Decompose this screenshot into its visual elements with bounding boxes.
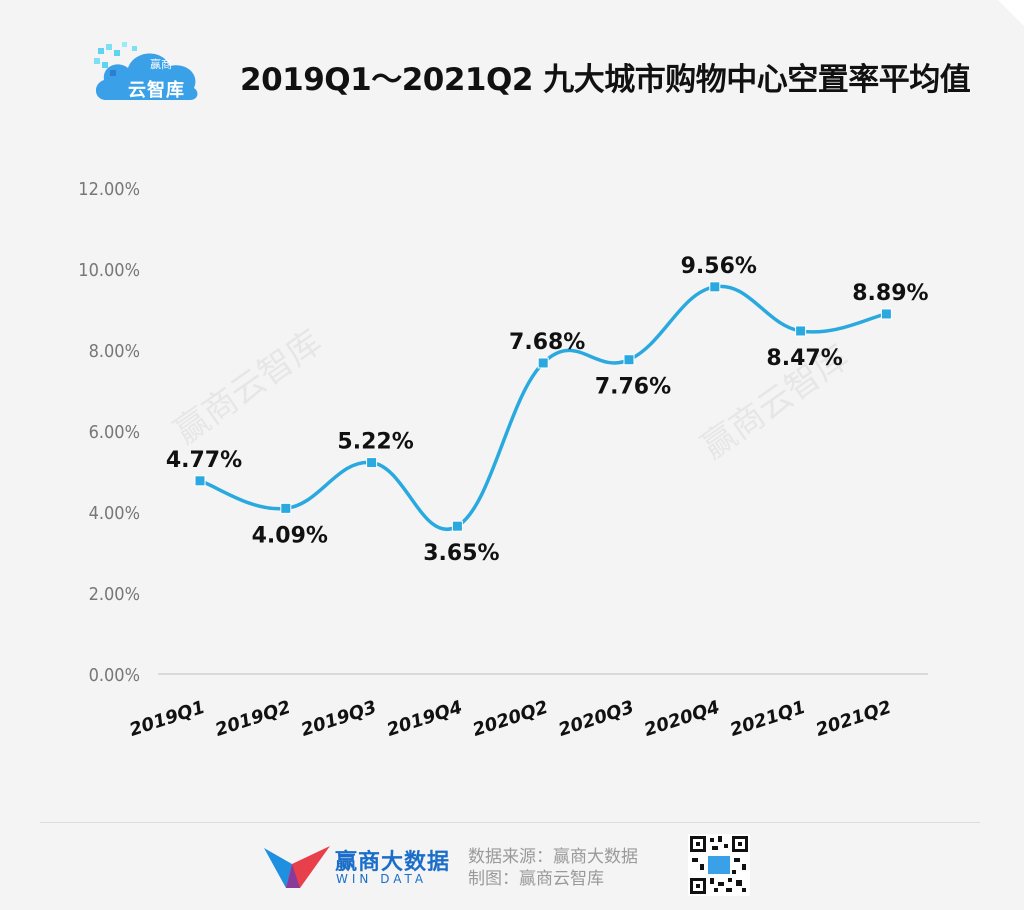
data-label: 5.22% xyxy=(337,430,413,455)
chart-title: 2019Q1～2021Q2 九大城市购物中心空置率平均值 xyxy=(240,62,971,98)
y-tick-label: 8.00% xyxy=(89,341,140,362)
data-label: 7.68% xyxy=(509,330,585,355)
data-label: 4.77% xyxy=(166,448,242,473)
y-tick-label: 12.00% xyxy=(78,179,140,200)
x-tick-label: 2019Q1 xyxy=(127,697,208,741)
x-tick-label: 2020Q4 xyxy=(642,697,723,741)
data-label: 3.65% xyxy=(423,541,499,566)
y-tick-label: 10.00% xyxy=(78,260,140,281)
footer-divider xyxy=(40,822,980,823)
logo-text: 云智库 xyxy=(128,80,185,101)
data-label: 8.89% xyxy=(852,281,928,306)
qr-code-icon xyxy=(688,834,750,896)
data-label: 7.76% xyxy=(595,375,671,400)
y-tick-label: 6.00% xyxy=(89,422,140,443)
data-labels: 4.77% 4.09% 5.22% 3.65% 7.68% 7.76% 9.56% 8.47%… xyxy=(166,254,929,566)
watermark: 赢商云智库 xyxy=(167,322,329,452)
logo-small-text: 赢商 xyxy=(150,58,172,71)
data-label: 4.09% xyxy=(252,523,328,548)
made-by-line: 制图：赢商云智库 xyxy=(468,869,604,889)
brand-name: 赢商大数据 xyxy=(335,850,451,875)
folded-corner xyxy=(998,0,1024,26)
x-tick-label: 2020Q3 xyxy=(556,697,637,741)
y-tick-label: 0.00% xyxy=(89,665,140,686)
windata-logo-icon xyxy=(264,846,330,888)
data-label: 8.47% xyxy=(766,346,842,371)
x-tick-label: 2021Q1 xyxy=(728,697,809,741)
y-tick-label: 2.00% xyxy=(89,584,140,605)
data-point xyxy=(366,457,378,469)
y-axis: 0.00% 2.00% 4.00% 6.00% 8.00% 10.00% 12.00% xyxy=(78,179,140,686)
markers xyxy=(194,281,892,532)
x-tick-label: 2019Q2 xyxy=(213,697,294,741)
data-point xyxy=(795,325,807,337)
x-tick-label: 2019Q3 xyxy=(299,697,380,741)
data-point xyxy=(280,502,292,514)
source-note: 数据来源：赢商大数据 制图：赢商云智库 xyxy=(468,846,638,890)
data-point xyxy=(623,354,635,366)
data-point xyxy=(709,281,721,293)
y-tick-label: 4.00% xyxy=(89,503,140,524)
x-tick-label: 2021Q2 xyxy=(813,697,894,741)
series-line xyxy=(199,284,887,531)
data-point xyxy=(451,520,463,532)
source-line: 数据来源：赢商大数据 xyxy=(468,847,638,867)
data-label: 9.56% xyxy=(681,254,757,279)
x-tick-label: 2019Q4 xyxy=(384,697,465,741)
data-point xyxy=(194,475,206,487)
cloud-logo-icon xyxy=(94,42,198,100)
x-tick-label: 2020Q2 xyxy=(470,697,551,741)
x-axis: 2019Q1 2019Q2 2019Q3 2019Q4 2020Q2 2020Q3 2020… xyxy=(127,697,894,741)
data-point xyxy=(880,308,892,320)
data-point xyxy=(537,357,549,369)
brand-name-en: WIN DATA xyxy=(336,872,428,886)
